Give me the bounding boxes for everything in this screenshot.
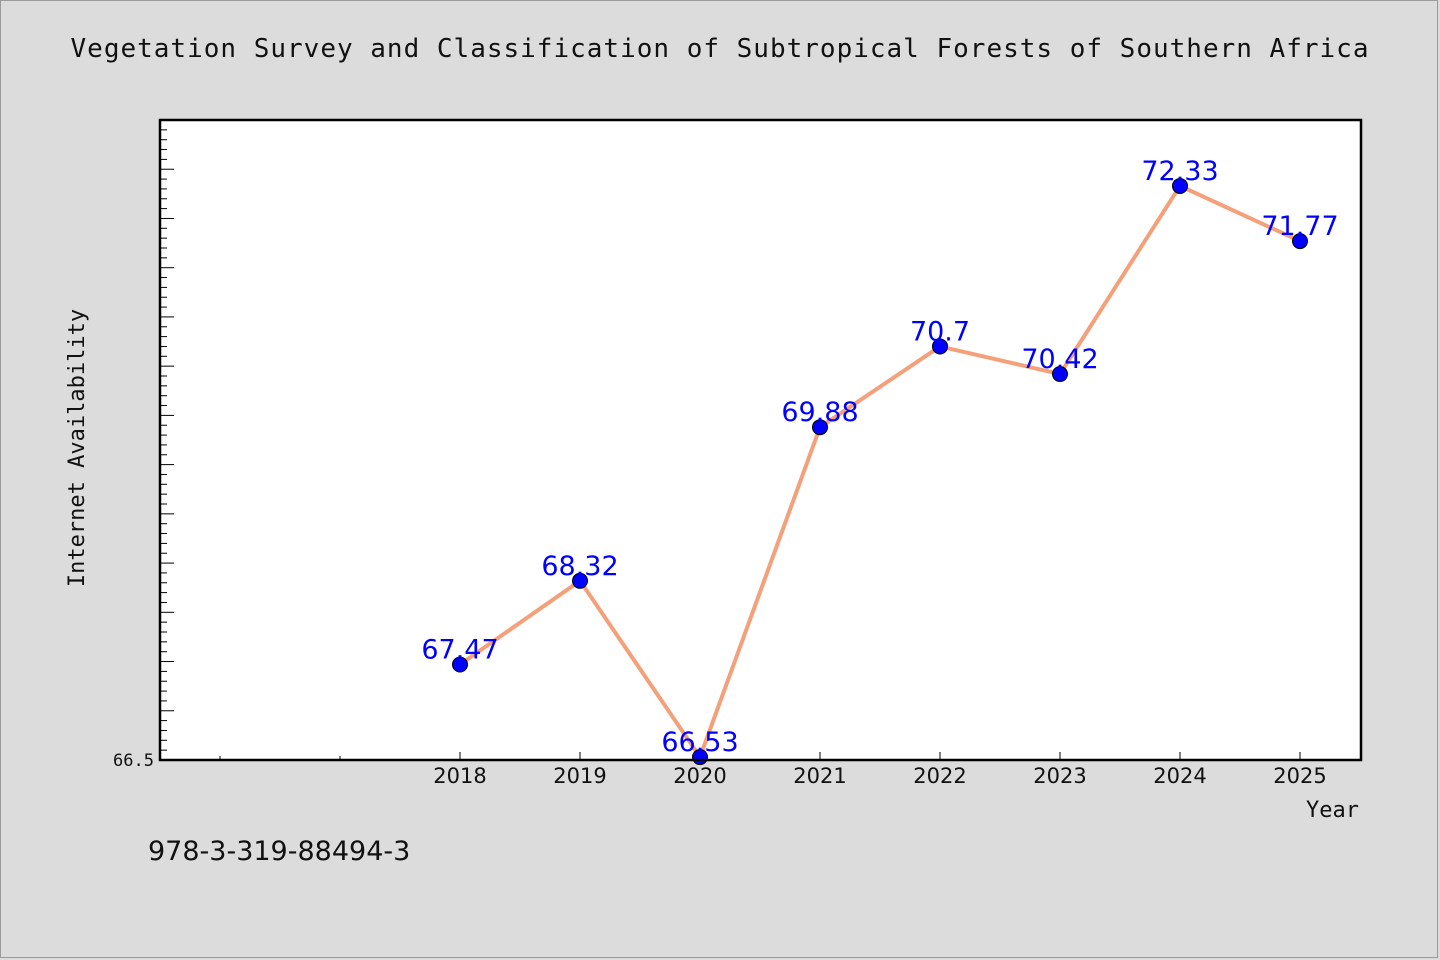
data-point — [932, 338, 948, 355]
data-label: 67.47 — [421, 634, 498, 665]
data-label: 70.42 — [1021, 344, 1098, 375]
y-tick-label: 66.5 — [113, 751, 154, 771]
x-tick-label: 2024 — [1153, 764, 1206, 788]
data-point — [1052, 366, 1068, 383]
y-axis-label: Internet Availability — [65, 309, 90, 587]
x-axis-label: Year — [1306, 798, 1359, 823]
x-tick-label: 2023 — [1033, 764, 1086, 788]
x-tick-label: 2020 — [673, 764, 726, 788]
x-tick-label: 2025 — [1273, 764, 1326, 788]
data-point — [812, 419, 828, 436]
data-label: 66.53 — [661, 727, 738, 758]
data-label: 68.32 — [541, 551, 618, 582]
data-point — [1172, 177, 1188, 194]
data-label: 70.7 — [910, 316, 970, 347]
data-label: 71.77 — [1261, 211, 1338, 242]
y-axis-tick-labels: 66.5 — [113, 751, 154, 771]
data-point — [1292, 233, 1308, 250]
data-label: 69.88 — [781, 397, 858, 428]
chart-title: Vegetation Survey and Classification of … — [70, 34, 1370, 64]
plot-area — [160, 120, 1361, 760]
x-tick-label: 2019 — [553, 764, 606, 788]
x-axis-tick-labels: 2018 2019 2020 2021 2022 2023 2024 2025 — [433, 764, 1326, 788]
x-tick-label: 2021 — [793, 764, 846, 788]
isbn-text: 978-3-319-88494-3 — [148, 836, 411, 867]
data-label: 72.33 — [1141, 156, 1218, 187]
x-tick-label: 2022 — [913, 764, 966, 788]
series-line — [458, 183, 1301, 760]
data-point — [452, 656, 468, 673]
data-point — [572, 572, 588, 589]
x-tick-label: 2018 — [433, 764, 486, 788]
plot-border — [158, 118, 1363, 762]
data-labels: 67.47 68.32 66.53 69.88 70.7 70.42 72.33 71.77 — [421, 156, 1338, 758]
